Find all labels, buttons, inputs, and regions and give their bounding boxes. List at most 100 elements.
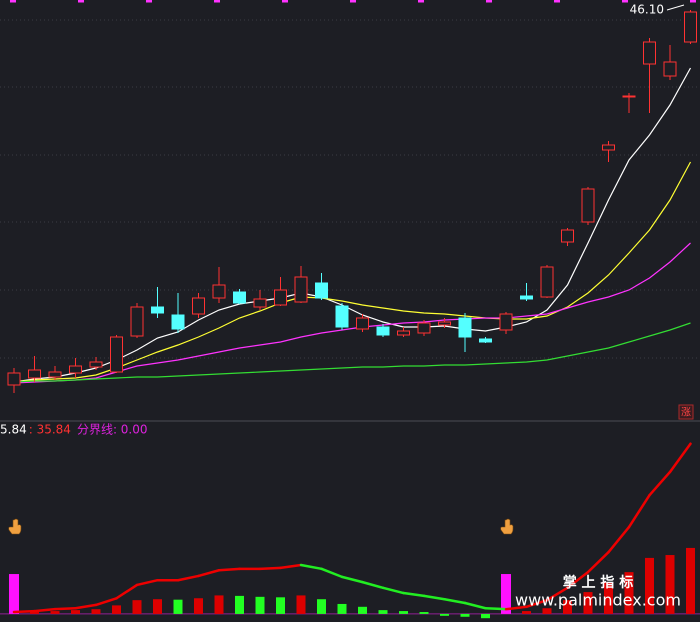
indicator-line xyxy=(197,568,221,578)
histogram-bar xyxy=(522,611,531,614)
indicator-line xyxy=(463,601,487,610)
candle-body xyxy=(684,11,697,43)
histogram-bar xyxy=(624,572,634,614)
indicator-line xyxy=(258,566,282,571)
indicator-line xyxy=(422,594,446,601)
candle-body xyxy=(622,95,636,98)
candle-body xyxy=(130,306,144,337)
indicator-line xyxy=(115,583,139,600)
indicator-line xyxy=(607,525,631,554)
histogram-bar xyxy=(317,599,326,614)
candle-body xyxy=(274,289,287,306)
histogram-bar xyxy=(604,582,613,614)
histogram-bar xyxy=(542,608,552,614)
histogram-bar xyxy=(378,610,388,614)
indicator-line xyxy=(217,567,241,572)
indicator-line xyxy=(53,606,77,611)
badge-box xyxy=(678,404,694,420)
candle-body xyxy=(294,276,308,303)
histogram-bar xyxy=(30,612,39,614)
moving-average-line xyxy=(13,67,692,383)
histogram-bar xyxy=(645,557,654,614)
candle-body xyxy=(479,338,492,343)
histogram-bar xyxy=(173,599,183,614)
histogram-bar xyxy=(481,613,490,619)
candle-body xyxy=(28,369,41,379)
candle-body xyxy=(253,298,267,308)
histogram-bar xyxy=(112,605,121,614)
baseline-label: 分界线: 0.00 xyxy=(77,423,148,437)
histogram-bar xyxy=(563,600,572,614)
indicator-line xyxy=(94,597,118,607)
candle-body xyxy=(643,41,656,65)
signal-bar xyxy=(501,574,511,614)
signal-hand xyxy=(500,518,514,535)
candle-body xyxy=(7,372,21,386)
annotation-arrow xyxy=(666,4,685,11)
candle-body xyxy=(89,361,103,368)
candle-body xyxy=(356,317,369,330)
histogram-bar xyxy=(583,592,593,614)
histogram-bar xyxy=(358,606,367,614)
candle-body xyxy=(110,336,123,373)
indicator-line xyxy=(299,563,323,571)
candle-body xyxy=(212,284,226,299)
indicator-line xyxy=(402,591,426,598)
indicator-line xyxy=(586,550,610,574)
indicator-line xyxy=(12,609,36,614)
histogram-bar xyxy=(50,611,60,614)
histogram-bar xyxy=(419,612,429,614)
candle-body xyxy=(171,314,185,330)
indicator-line xyxy=(381,586,405,595)
indicator-line xyxy=(33,607,57,613)
candle-body xyxy=(540,266,554,298)
indicator-line xyxy=(648,470,672,497)
histogram-bar xyxy=(71,610,80,614)
candle-body xyxy=(69,365,82,374)
indicator-line xyxy=(484,606,508,611)
histogram-bar xyxy=(235,595,244,614)
candle-body xyxy=(151,306,164,314)
indicator-line xyxy=(668,442,692,474)
moving-average-line xyxy=(13,242,691,384)
indicator-line xyxy=(74,603,98,610)
candle-body xyxy=(663,61,677,77)
histogram-bar xyxy=(460,613,470,617)
candle-body xyxy=(499,313,513,331)
indicator-line xyxy=(176,574,200,582)
indicator-line xyxy=(525,598,549,609)
histogram-bar xyxy=(665,555,675,614)
histogram-bar xyxy=(440,613,449,616)
indicator-line xyxy=(545,586,569,602)
candle-body xyxy=(581,188,595,223)
histogram-bar xyxy=(255,596,265,614)
indicator-line xyxy=(361,580,385,590)
candle-body xyxy=(602,144,615,151)
signal-bar xyxy=(9,574,19,614)
indicator-label: : 35.84 xyxy=(29,423,71,437)
histogram-bar xyxy=(399,611,408,614)
moving-average-line xyxy=(13,322,691,383)
indicator-line xyxy=(443,597,467,605)
indicator-line xyxy=(566,570,590,590)
histogram-bar xyxy=(153,599,162,614)
candle-body xyxy=(397,330,410,336)
indicator-line xyxy=(279,563,303,570)
candle-body xyxy=(192,297,205,315)
candle-body xyxy=(561,229,574,243)
candle-body xyxy=(48,371,62,378)
histogram-bar xyxy=(91,609,101,614)
candle-body xyxy=(335,305,349,328)
histogram-bar xyxy=(337,603,347,614)
candle-body xyxy=(417,322,431,334)
candle-body xyxy=(376,326,390,336)
indicator-label: 5.84 xyxy=(0,423,27,437)
indicator-line xyxy=(340,575,364,584)
histogram-bar xyxy=(296,595,306,614)
histogram-bar xyxy=(686,547,695,614)
histogram-bar xyxy=(214,595,224,614)
watermark-url: www.palmindex.com xyxy=(515,591,681,610)
candle-body xyxy=(458,317,472,338)
